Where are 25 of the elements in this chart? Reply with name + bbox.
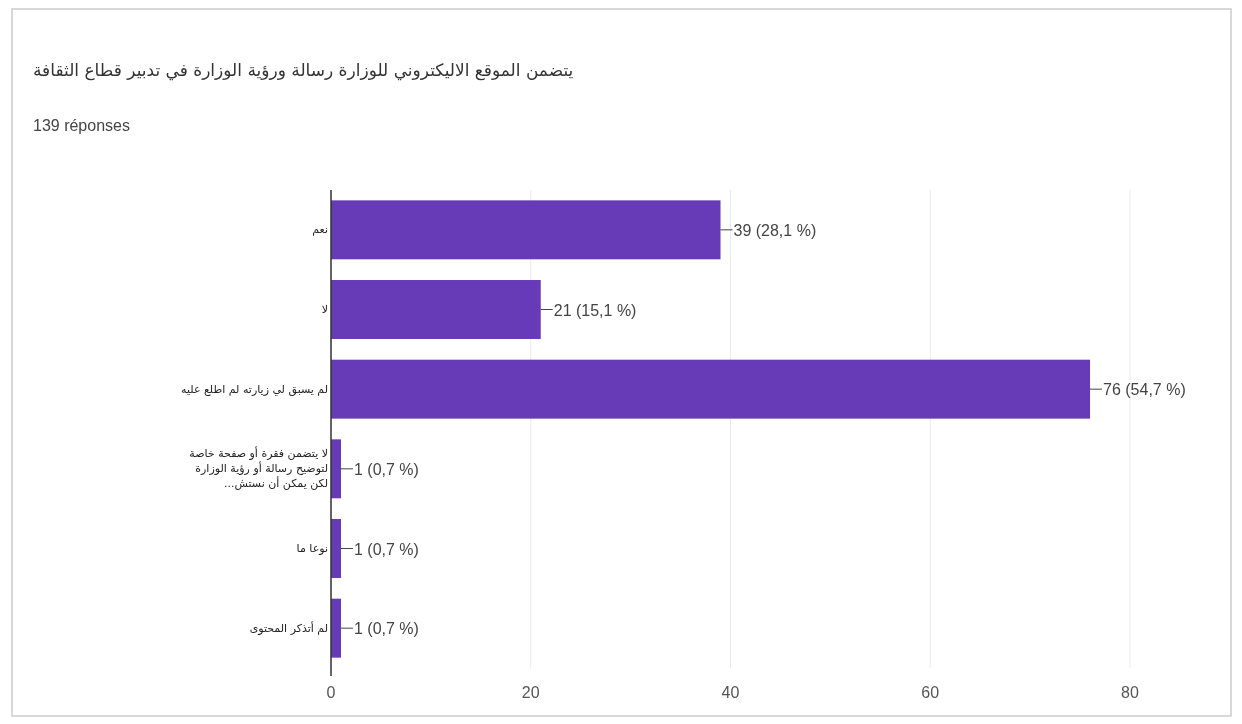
bar [331, 200, 721, 260]
y-tick-label: لا يتضمن فقرة أو صفحة خاصة لتوضيح رسالة أو رؤية الوزارة لكن يمكن أن نستش... [188, 446, 328, 492]
y-tick-label: لا [320, 302, 328, 317]
y-tick-label: نوعا ما [295, 541, 328, 556]
bar [331, 439, 341, 499]
bar [331, 359, 1091, 419]
data-label: 1 (0,7 %) [353, 620, 419, 638]
x-tick-label: 20 [521, 684, 540, 701]
data-label: 1 (0,7 %) [353, 540, 419, 558]
chart-title: يتضمن الموقع الاليكتروني للوزارة رسالة ورؤية الوزارة في تدبير قطاع الثقافة [33, 60, 574, 80]
bar [331, 519, 341, 578]
y-tick-label: نعم [311, 222, 328, 238]
text: 139 réponses [33, 117, 130, 135]
bar [331, 598, 341, 658]
x-tick-label: 40 [721, 684, 740, 701]
data-label: 39 (28,1 %) [733, 221, 817, 239]
data-label: 1 (0,7 %) [353, 460, 419, 478]
x-tick-label: 60 [921, 684, 940, 701]
bar [331, 280, 541, 339]
y-tick-label: لم أتذكر المحتوى [248, 620, 328, 636]
y-tick-label: لم يسبق لي زيارته لم اطلع عليه [180, 381, 328, 397]
data-label: 21 (15,1 %) [553, 301, 637, 319]
x-tick-label: 0 [326, 684, 336, 701]
x-tick-label: 80 [1121, 684, 1139, 701]
data-label: 76 (54,7 %) [1103, 381, 1186, 399]
